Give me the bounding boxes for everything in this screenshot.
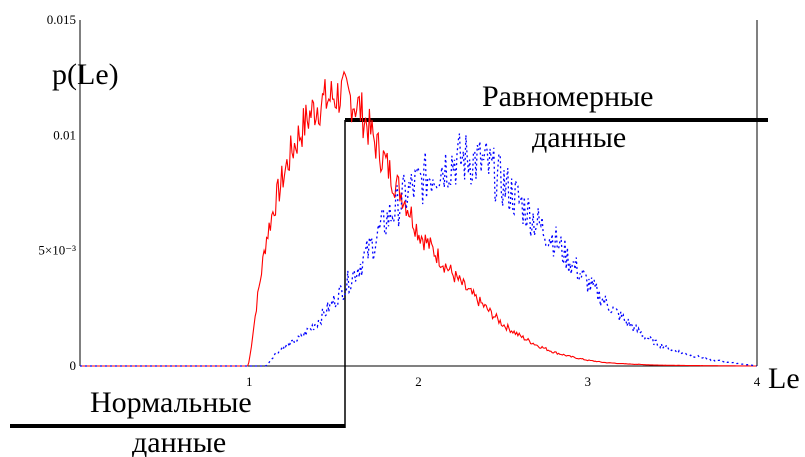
y-tick-label: 0 [70,358,77,373]
x-axis-label: Le [768,362,800,395]
uniform-label-line1: Равномерные [482,80,653,113]
x-tick-label: 3 [585,374,592,389]
series-uniform-line [80,133,757,367]
x-tick-label: 2 [415,374,422,389]
normal-label-line2: данные [132,426,226,457]
series-layer [80,70,757,367]
tick-layer: 1 2 3 4 0 5×10⁻³ 0.01 0.015 [38,12,760,389]
series-normal-line [80,70,757,367]
x-tick-label: 1 [246,374,253,389]
y-tick-label: 5×10⁻³ [38,243,76,258]
y-axis-label: p(Le) [52,58,119,91]
x-tick-label: 4 [754,374,761,389]
normal-label-line1: Нормальные [90,386,252,419]
uniform-label-line2: данные [532,121,626,154]
y-tick-label: 0.015 [47,12,76,27]
y-tick-label: 0.01 [53,127,76,142]
